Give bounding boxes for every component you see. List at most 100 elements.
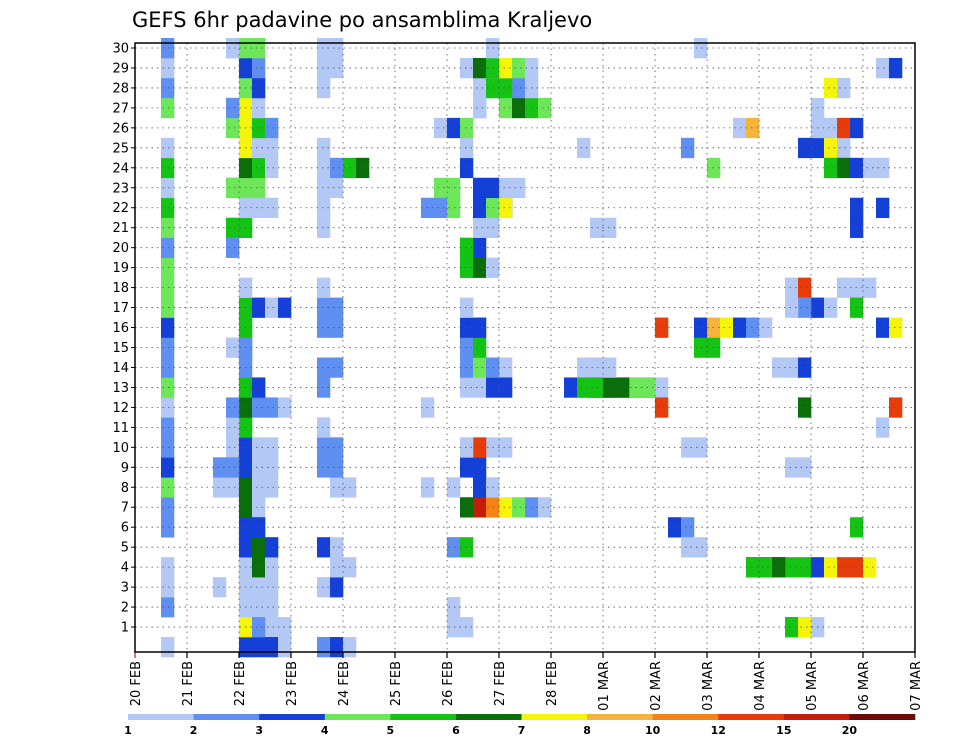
colorbar-swatch: [718, 714, 785, 720]
grid-lines: [135, 43, 915, 652]
heatmap-cell: [746, 557, 760, 578]
heatmap-cell: [447, 117, 461, 139]
colorbar-swatch: [390, 714, 457, 720]
heatmap-cell: [330, 437, 344, 458]
colorbar-label: 20: [842, 724, 858, 737]
heatmap-cell: [473, 357, 487, 378]
heatmap-cell: [213, 477, 227, 498]
heatmap-cell: [460, 297, 474, 318]
heatmap-cell: [616, 377, 630, 398]
heatmap-cell: [499, 377, 513, 398]
colorbar-label: 10: [645, 724, 661, 737]
heatmap-cell: [876, 57, 890, 79]
y-tick-label: 24: [112, 161, 129, 176]
heatmap-cell: [252, 57, 266, 79]
x-tick-label: 01 MAR: [597, 661, 612, 711]
heatmap-cell: [330, 177, 344, 199]
heatmap-cell: [330, 57, 344, 79]
y-tick-label: 11: [112, 421, 129, 436]
heatmap-cell: [798, 397, 812, 418]
heatmap-cell: [759, 317, 773, 338]
heatmap-cell: [447, 597, 461, 618]
heatmap-cell: [473, 497, 487, 518]
heatmap-cell: [252, 517, 266, 538]
heatmap-cell: [577, 357, 591, 378]
heatmap-cell: [161, 517, 175, 538]
heatmap-cell: [655, 377, 669, 398]
heatmap-cell: [512, 77, 526, 99]
x-tick-label: 04 MAR: [753, 661, 768, 711]
heatmap-cell: [694, 317, 708, 338]
x-tick-label: 22 FEB: [233, 661, 248, 706]
heatmap-cell: [161, 177, 175, 199]
x-tick-label: 05 MAR: [805, 661, 820, 711]
heatmap-cell: [226, 417, 240, 438]
heatmap-cell: [798, 557, 812, 578]
colorbar-swatch: [521, 714, 588, 720]
heatmap-cell: [317, 277, 331, 298]
heatmap-cell: [161, 597, 175, 618]
heatmap-cell: [434, 197, 448, 219]
heatmap-cell: [317, 537, 331, 558]
y-tick-label: 29: [112, 61, 129, 76]
heatmap-cell: [161, 397, 175, 418]
heatmap-cell: [824, 557, 838, 578]
heatmap-cell: [330, 477, 344, 498]
colorbar-label: 5: [387, 724, 395, 737]
heatmap-cell: [681, 517, 695, 538]
heatmap-cell: [161, 277, 175, 298]
heatmap-cell: [473, 437, 487, 458]
heatmap-cell: [473, 317, 487, 338]
heatmap-cell: [655, 397, 669, 418]
heatmap-cell: [460, 57, 474, 79]
y-tick-label: 3: [121, 581, 129, 596]
heatmap-cell: [837, 77, 851, 99]
heatmap-cell: [460, 237, 474, 258]
heatmap-cell: [226, 437, 240, 458]
heatmap-cell: [837, 117, 851, 139]
heatmap-cell: [538, 497, 552, 518]
colorbar-swatch: [587, 714, 653, 720]
heatmap-cell: [499, 357, 513, 378]
heatmap-cell: [330, 637, 344, 658]
x-tick-label: 07 MAR: [909, 661, 924, 711]
x-tick-label: 28 FEB: [545, 661, 560, 706]
heatmap-cell: [473, 197, 487, 219]
heatmap-cell: [642, 377, 656, 398]
heatmap-cell: [785, 617, 799, 638]
heatmap-cell: [681, 537, 695, 558]
heatmap-cell: [460, 617, 474, 638]
heatmap-cell: [746, 117, 760, 139]
heatmap-cell: [798, 357, 812, 378]
heatmap-cell: [343, 637, 357, 658]
y-tick-label: 6: [121, 521, 129, 536]
colorbar-swatch: [324, 714, 391, 720]
heatmap-cell: [499, 177, 513, 199]
heatmap-cell: [265, 477, 279, 498]
heatmap-cell: [252, 437, 266, 458]
heatmap-cell: [460, 497, 474, 518]
heatmap-cell: [226, 397, 240, 418]
y-tick-label: 13: [112, 381, 129, 396]
x-tick-label: 02 MAR: [649, 661, 664, 711]
heatmap-cell: [473, 457, 487, 478]
heatmap-cell: [252, 597, 266, 618]
heatmap-cell: [356, 157, 370, 179]
heatmap-cell: [863, 557, 877, 578]
heatmap-cell: [317, 137, 331, 159]
colorbar-swatch: [849, 714, 916, 720]
heatmap-cell: [252, 577, 266, 598]
heatmap-cell: [499, 197, 513, 219]
heatmap-cell: [876, 317, 890, 338]
heatmap-cell: [265, 137, 279, 159]
y-tick-label: 30: [112, 41, 129, 56]
heatmap-cell: [161, 337, 175, 358]
heatmap-cell: [447, 617, 461, 638]
heatmap-cell: [473, 177, 487, 199]
heatmap-cell: [252, 117, 266, 139]
x-tick-label: 27 FEB: [493, 661, 508, 706]
heatmap-cell: [694, 38, 708, 59]
heatmap-cell: [161, 417, 175, 438]
heatmap-cell: [265, 117, 279, 139]
heatmap-cell: [317, 457, 331, 478]
